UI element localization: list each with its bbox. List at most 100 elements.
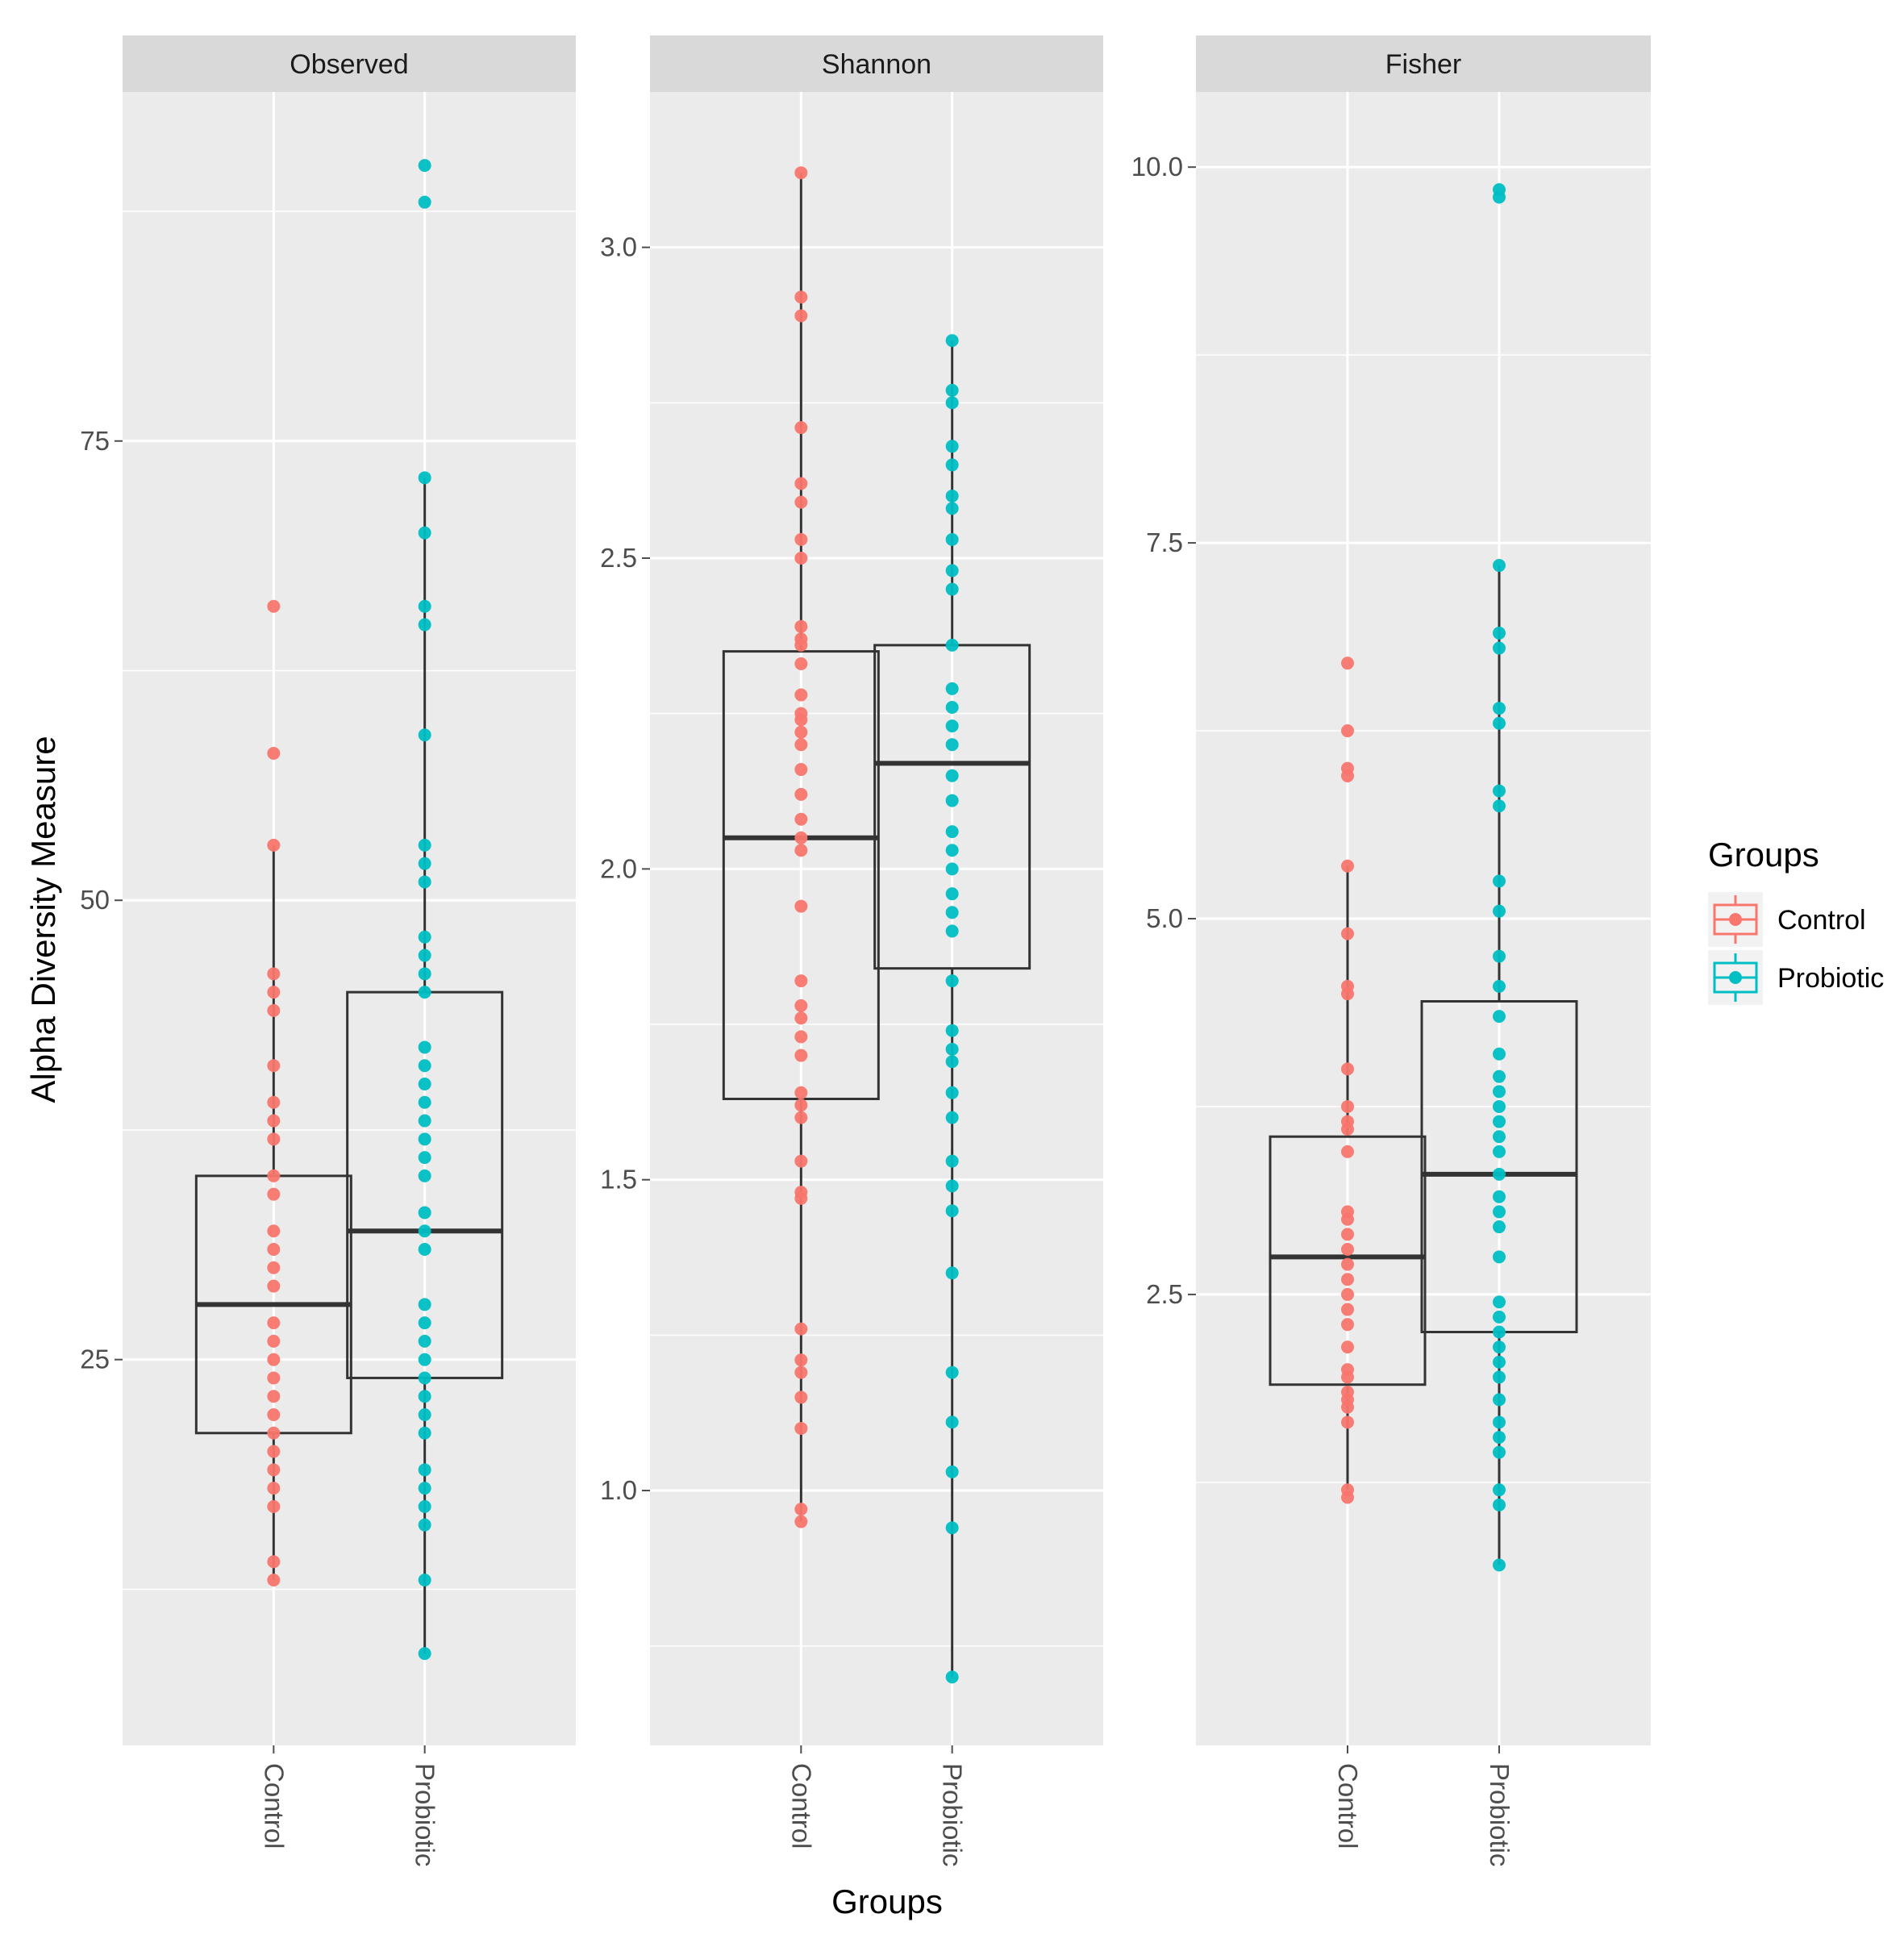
y-tick-label: 7.5	[1146, 527, 1183, 557]
facet-title: Observed	[290, 49, 408, 80]
facet-shannon: 1.0 1.5 2.0 2.5 3.0 Shannon Control Probiotic	[600, 35, 1103, 1866]
data-point	[945, 1366, 959, 1379]
data-point	[267, 986, 281, 999]
data-point	[794, 1011, 808, 1025]
data-point	[1493, 1130, 1506, 1144]
y-tick-label: 3.0	[600, 232, 637, 262]
data-point	[418, 838, 431, 852]
data-point	[1341, 859, 1354, 873]
data-point	[945, 1086, 959, 1099]
data-point	[267, 1482, 281, 1495]
box-probiotic	[1420, 183, 1578, 1572]
data-point	[794, 688, 808, 702]
data-point	[418, 1426, 431, 1440]
data-point	[794, 166, 808, 180]
data-point	[418, 599, 431, 613]
data-point	[418, 857, 431, 870]
data-point	[794, 974, 808, 988]
data-point	[794, 1391, 808, 1404]
data-point	[418, 1169, 431, 1182]
box-probiotic	[346, 159, 504, 1661]
data-point	[267, 1316, 281, 1330]
data-point	[794, 1366, 808, 1379]
data-point	[418, 1482, 431, 1495]
data-point	[945, 564, 959, 577]
facet-panels: 25 50 75 Observed Control Probiotic 1.0 1.5 2.0 2…	[80, 35, 1651, 1866]
data-point	[1341, 1257, 1354, 1271]
legend-label: Control	[1777, 905, 1866, 936]
data-point	[945, 1416, 959, 1429]
legend: Groups Control Probiotic	[1708, 836, 1884, 1005]
data-point	[794, 495, 808, 509]
data-point	[945, 1179, 959, 1193]
data-point	[1341, 1145, 1354, 1158]
data-point	[794, 812, 808, 826]
facet-title: Shannon	[822, 49, 931, 80]
data-point	[1493, 1498, 1506, 1511]
data-point	[1493, 1325, 1506, 1339]
y-tick-label: 1.0	[600, 1475, 637, 1505]
y-tick-label: 1.5	[600, 1165, 637, 1195]
data-point	[418, 728, 431, 742]
data-point	[1493, 799, 1506, 813]
data-point	[794, 831, 808, 844]
facet-fisher: 2.5 5.0 7.5 10.0 Fisher Control Probiotic	[1131, 35, 1651, 1866]
data-point	[1341, 927, 1354, 940]
data-point	[945, 489, 959, 502]
data-point	[945, 924, 959, 938]
legend-title: Groups	[1708, 836, 1819, 874]
data-point	[1493, 1393, 1506, 1407]
data-point	[945, 906, 959, 919]
data-point	[945, 1670, 959, 1684]
data-point	[1341, 979, 1354, 993]
data-point	[945, 532, 959, 546]
data-point	[418, 1518, 431, 1532]
data-point	[1341, 1243, 1354, 1256]
data-point	[1341, 1228, 1354, 1241]
data-point	[945, 440, 959, 453]
data-point	[418, 1059, 431, 1073]
data-point	[418, 1390, 431, 1403]
legend-item-control: Control	[1708, 892, 1866, 947]
box-body	[1269, 1135, 1427, 1386]
data-point	[794, 763, 808, 777]
data-point	[418, 930, 431, 944]
data-point	[794, 1099, 808, 1112]
data-point	[267, 1555, 281, 1569]
data-point	[267, 1279, 281, 1293]
data-point	[794, 552, 808, 565]
data-point	[794, 1353, 808, 1367]
data-point	[267, 1334, 281, 1348]
data-point	[794, 707, 808, 720]
data-point	[945, 582, 959, 596]
data-point	[267, 1095, 281, 1109]
data-point	[267, 1003, 281, 1017]
data-point	[418, 1298, 431, 1311]
data-point	[945, 383, 959, 397]
data-point	[1341, 1416, 1354, 1429]
data-point	[945, 502, 959, 515]
data-point	[267, 1187, 281, 1201]
data-point	[945, 396, 959, 410]
y-tick-label: 5.0	[1146, 903, 1183, 933]
data-point	[1493, 1445, 1506, 1459]
data-point	[945, 1055, 959, 1069]
data-point	[418, 618, 431, 632]
data-point	[418, 195, 431, 209]
data-point	[267, 1353, 281, 1366]
data-point	[1493, 1115, 1506, 1128]
data-point	[794, 1186, 808, 1199]
data-point	[418, 1371, 431, 1385]
x-tick-label: Control	[786, 1763, 816, 1849]
legend-item-probiotic: Probiotic	[1708, 950, 1884, 1005]
y-tick-label: 25	[80, 1345, 110, 1374]
data-point	[418, 1408, 431, 1421]
data-point	[1341, 1205, 1354, 1219]
data-point	[1341, 1115, 1354, 1128]
data-point	[945, 738, 959, 752]
y-tick-label: 2.5	[600, 543, 637, 573]
facet-strip	[123, 35, 576, 92]
data-point	[1341, 761, 1354, 775]
data-point	[1341, 1318, 1354, 1332]
data-point	[794, 1030, 808, 1044]
